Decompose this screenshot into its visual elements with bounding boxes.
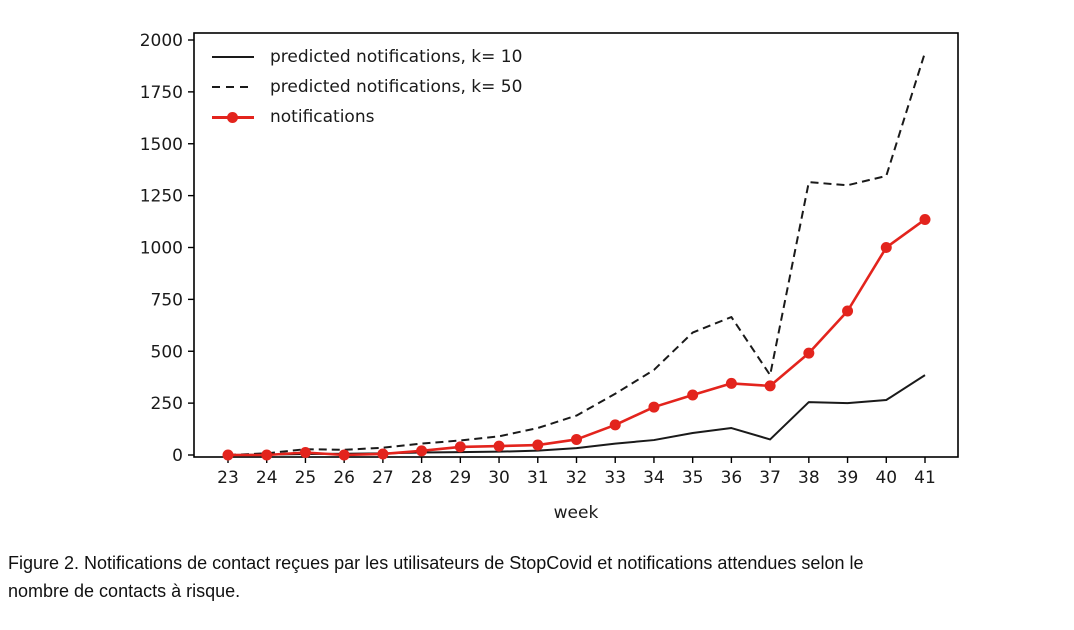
- x-tick-label: 25: [295, 468, 317, 488]
- data-point-marker: [299, 447, 311, 459]
- figure-caption-line2: nombre de contacts à risque.: [8, 581, 241, 601]
- data-point-marker: [377, 448, 389, 460]
- x-tick-label: 35: [682, 468, 704, 488]
- legend-item-notifications: notifications: [212, 104, 522, 130]
- x-tick-label: 32: [566, 468, 588, 488]
- chart-canvas: 0 250 500 750 1000 1250 1500 1750 2000 23 24 25 26 27…: [140, 31, 959, 488]
- data-point-marker: [609, 419, 621, 431]
- y-tick-label: 1750: [140, 83, 183, 103]
- legend-label-predicted-k10: predicted notifications, k= 10: [270, 47, 523, 67]
- data-point-marker: [880, 242, 892, 253]
- x-tick-label: 41: [914, 468, 936, 488]
- data-point-marker: [416, 445, 428, 457]
- chart-legend: predicted notifications, k= 10 predicted…: [212, 44, 522, 130]
- legend-label-notifications: notifications: [270, 107, 375, 127]
- x-tick-label: 40: [875, 468, 897, 488]
- x-tick-label: 34: [643, 468, 665, 488]
- data-point-marker: [803, 347, 815, 359]
- legend-marker-dot: [227, 111, 238, 123]
- x-tick-label: 31: [527, 468, 549, 488]
- x-tick-label: 39: [837, 468, 859, 488]
- x-tick-label: 24: [256, 468, 278, 488]
- data-point-marker: [493, 440, 505, 452]
- legend-label-predicted-k50: predicted notifications, k= 50: [270, 77, 523, 97]
- x-tick-label: 33: [604, 468, 626, 488]
- x-tick-label: 38: [798, 468, 820, 488]
- y-tick-label: 500: [151, 342, 183, 362]
- data-point-marker: [571, 433, 582, 445]
- x-tick-label: 36: [721, 468, 743, 488]
- solid-line-swatch: [212, 56, 254, 58]
- red-line-swatch: [212, 111, 254, 123]
- data-point-marker: [454, 441, 466, 453]
- dashed-line-swatch: [212, 86, 254, 88]
- x-tick-label: 26: [333, 468, 355, 488]
- y-tick-label: 2000: [140, 31, 183, 51]
- figure-caption: Figure 2. Notifications de contact reçue…: [8, 549, 1070, 605]
- y-tick-label: 1000: [140, 239, 183, 259]
- data-point-marker: [338, 449, 350, 461]
- legend-item-predicted-k50: predicted notifications, k= 50: [212, 74, 522, 100]
- y-tick-label: 250: [151, 394, 183, 414]
- y-tick-label: 1250: [140, 187, 183, 207]
- data-point-marker: [919, 213, 931, 225]
- data-point-marker: [764, 380, 776, 392]
- data-point-marker: [261, 449, 273, 461]
- x-tick-label: 29: [450, 468, 472, 488]
- series-line-notifications: [228, 218, 926, 457]
- data-point-marker: [532, 439, 544, 451]
- legend-item-predicted-k10: predicted notifications, k= 10: [212, 44, 522, 70]
- data-point-marker: [648, 401, 660, 413]
- y-tick-label: 750: [151, 290, 183, 310]
- y-tick-label: 1500: [140, 135, 183, 155]
- data-point-marker: [842, 305, 854, 317]
- x-tick-label: 37: [759, 468, 781, 488]
- data-point-marker: [687, 389, 699, 401]
- data-point-marker: [222, 449, 234, 461]
- figure-caption-line1: Figure 2. Notifications de contact reçue…: [8, 553, 864, 573]
- y-tick-label: 0: [172, 446, 183, 466]
- x-tick-label: 28: [411, 468, 433, 488]
- x-axis-title: week: [553, 503, 599, 523]
- x-tick-label: 30: [488, 468, 510, 488]
- series-line-predicted-k50: [227, 52, 926, 456]
- x-tick-label: 23: [217, 468, 239, 488]
- data-point-marker: [725, 377, 737, 389]
- x-tick-label: 27: [372, 468, 394, 488]
